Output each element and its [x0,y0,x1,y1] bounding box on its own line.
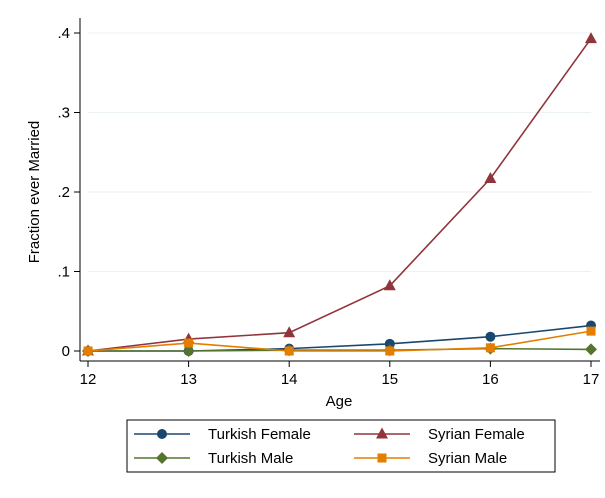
legend: Turkish Female Syrian Female Turkish Male S… [126,419,556,473]
legend-item-turkish-female: Turkish Female [134,426,311,443]
series-line-syrian-female [87,38,592,352]
data-point-syrian-male [284,346,294,356]
data-point-syrian-male [586,326,596,336]
legend-marker [157,429,167,439]
data-point-syrian-male [184,338,194,348]
series-syrian-male [83,326,596,356]
y-axis-label: Fraction ever Married [26,121,43,264]
data-point-turkish-female [485,331,496,342]
data-point-turkish-male [585,343,597,356]
legend-label: Syrian Male [428,450,507,467]
data-point-syrian-female [383,279,396,291]
legend-marker [156,452,168,464]
data-point-syrian-male [83,346,93,356]
legend-label: Turkish Male [208,450,293,467]
axes: 0 .1 .2 .3 .4 12 13 14 15 16 17 [57,18,600,388]
legend-item-syrian-male: Syrian Male [354,450,507,467]
x-tick-label: 14 [281,371,298,388]
y-tick-label: .4 [57,25,70,42]
series-line-syrian-male [87,330,592,352]
y-tick-label: 0 [62,343,70,360]
data-point-syrian-male [385,346,395,356]
legend-item-syrian-female: Syrian Female [354,426,525,443]
legend-marker [376,427,388,439]
x-tick-label: 15 [381,371,398,388]
x-tick-label: 16 [482,371,499,388]
x-axis-label: Age [326,393,353,410]
series-syrian-female [82,32,597,356]
data-point-syrian-female [283,326,296,338]
y-tick-label: .2 [57,184,70,201]
data-point-turkish-male [182,345,195,357]
series-line-turkish-female [88,324,592,352]
legend-label: Turkish Female [208,426,311,443]
x-tick-label: 13 [180,371,197,388]
legend-box [126,419,556,473]
x-tick-label: 17 [583,371,600,388]
grid [88,32,591,272]
data-point-syrian-female [585,32,597,44]
legend-item-turkish-male: Turkish Male [134,450,293,467]
legend-marker [377,453,387,463]
data-point-syrian-male [485,343,495,353]
x-tick-label: 12 [80,371,97,388]
data-point-turkish-female [384,338,395,349]
y-tick-label: .1 [57,264,70,281]
data-point-syrian-female [484,171,497,183]
legend-label: Syrian Female [428,426,525,443]
series-group [82,32,597,357]
y-tick-label: .3 [57,105,70,122]
